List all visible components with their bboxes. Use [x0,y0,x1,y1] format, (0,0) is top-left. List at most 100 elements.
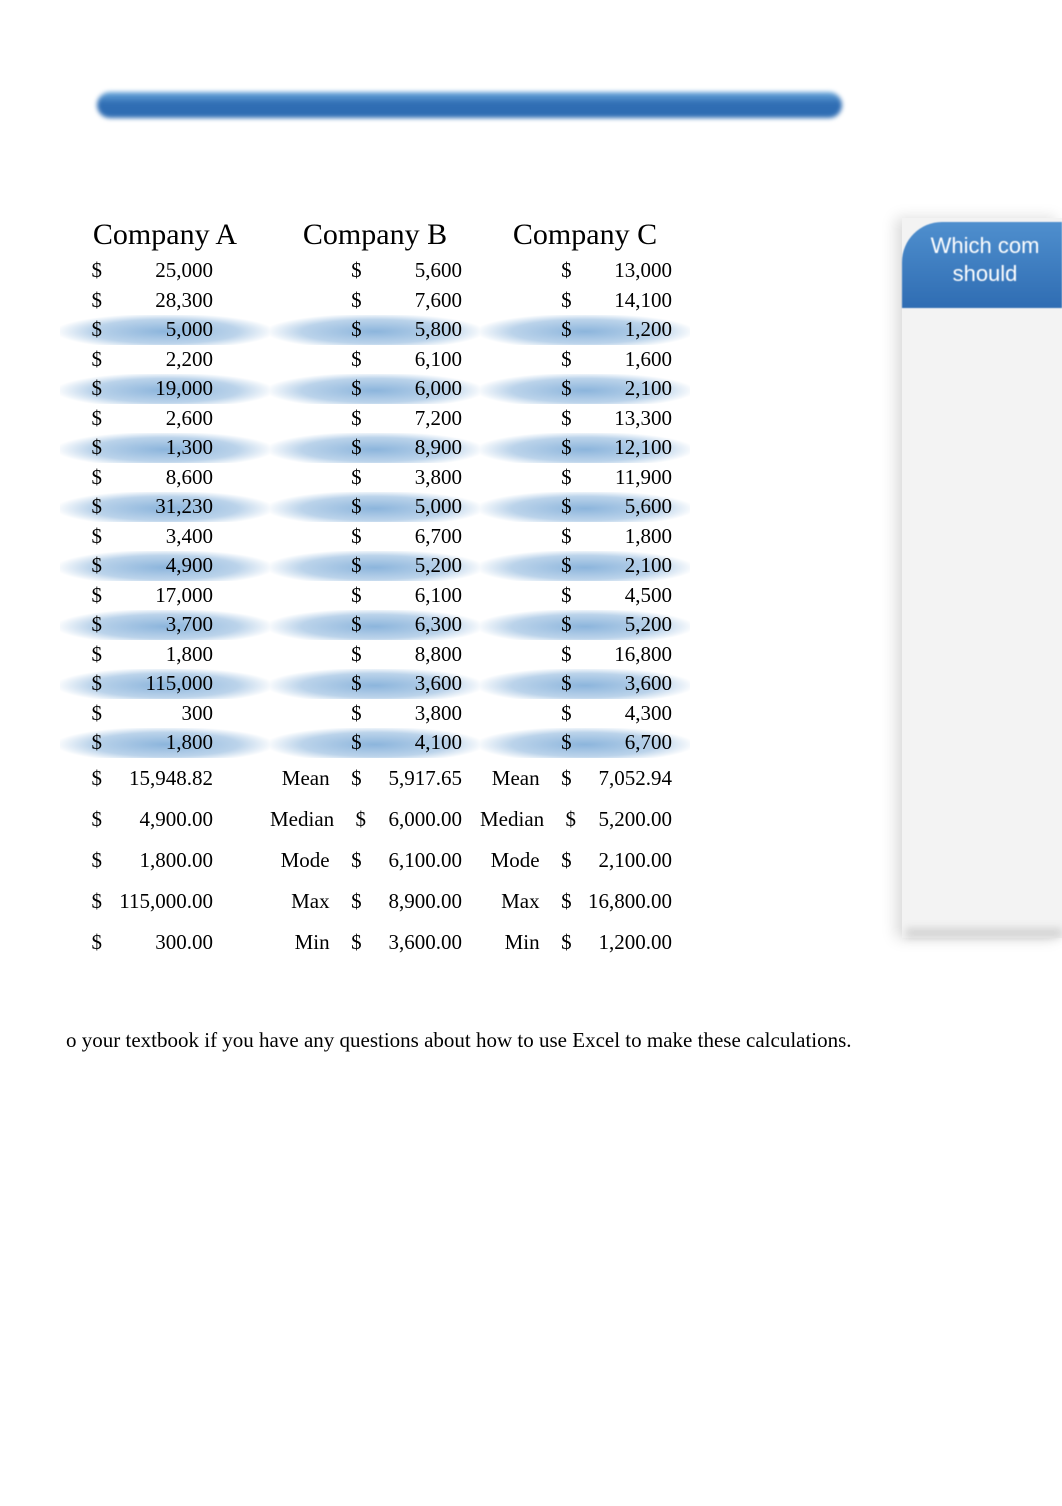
table-row: $5,800 [270,315,480,345]
currency-cell: $1,200.00 [546,930,690,955]
currency-cell: $5,200.00 [550,807,690,832]
stat-row: Mean$5,917.65 [270,758,480,799]
cell-value: 6,100 [366,583,480,608]
cell-value: 8,800 [366,642,480,667]
table-row: $6,100 [270,345,480,375]
currency-cell: $3,800 [336,465,480,490]
cell-value: 13,300 [576,406,690,431]
currency-symbol: $ [546,642,576,667]
table-row: $13,000 [480,256,690,286]
table-row: $4,900 [60,551,270,581]
cell-value: 4,100 [366,730,480,755]
table-row: $2,100 [480,551,690,581]
cell-value: 8,900 [366,435,480,460]
company-column: Company C$13,000$14,100$1,200$1,600$2,10… [480,218,690,963]
currency-symbol: $ [336,288,366,313]
cell-value: 7,200 [366,406,480,431]
stat-row: Min$3,600.00 [270,922,480,963]
currency-cell: $1,800 [76,730,231,755]
currency-symbol: $ [76,701,106,726]
cell-value: 5,800 [366,317,480,342]
cell-value: 6,100 [366,347,480,372]
cell-value: 1,200.00 [576,930,690,955]
currency-cell: $31,230 [76,494,231,519]
stat-row: $4,900.00 [60,799,270,840]
cell-value: 19,000 [106,376,231,401]
table-row: $3,800 [270,699,480,729]
currency-symbol: $ [546,288,576,313]
currency-symbol: $ [76,494,106,519]
currency-symbol: $ [336,612,366,637]
currency-symbol: $ [76,288,106,313]
currency-symbol: $ [336,317,366,342]
cell-value: 300 [106,701,231,726]
currency-symbol: $ [546,494,576,519]
currency-cell: $7,200 [336,406,480,431]
cell-value: 7,600 [366,288,480,313]
cell-value: 11,900 [576,465,690,490]
currency-symbol: $ [546,848,576,873]
table-row: $14,100 [480,286,690,316]
stat-row: Median$6,000.00 [270,799,480,840]
currency-cell: $28,300 [76,288,231,313]
table-row: $1,200 [480,315,690,345]
footer-text: o your textbook if you have any question… [66,1028,852,1053]
currency-symbol: $ [546,730,576,755]
currency-symbol: $ [336,435,366,460]
currency-symbol: $ [546,435,576,460]
table-row: $300 [60,699,270,729]
currency-cell: $2,100.00 [546,848,690,873]
currency-symbol: $ [76,435,106,460]
currency-symbol: $ [336,701,366,726]
currency-symbol: $ [550,807,580,832]
currency-symbol: $ [76,524,106,549]
cell-value: 6,700 [576,730,690,755]
currency-cell: $16,800.00 [546,889,690,914]
currency-cell: $5,600 [546,494,690,519]
table-row: $25,000 [60,256,270,286]
cell-value: 1,200 [576,317,690,342]
stat-row: Mode$6,100.00 [270,840,480,881]
cell-value: 8,900.00 [366,889,480,914]
table-row: $1,600 [480,345,690,375]
table-row: $4,300 [480,699,690,729]
side-panel-header: Which com should [902,222,1062,308]
currency-cell: $17,000 [76,583,231,608]
currency-cell: $3,600 [546,671,690,696]
currency-cell: $13,300 [546,406,690,431]
table-row: $6,300 [270,610,480,640]
currency-cell: $2,200 [76,347,231,372]
cell-value: 25,000 [106,258,231,283]
cell-value: 3,800 [366,465,480,490]
table-row: $6,100 [270,581,480,611]
cell-value: 14,100 [576,288,690,313]
table-row: $2,200 [60,345,270,375]
side-panel [902,218,1062,938]
cell-value: 12,100 [576,435,690,460]
cell-value: 4,500 [576,583,690,608]
currency-cell: $300 [76,701,231,726]
stat-label: Min [480,930,546,955]
cell-value: 31,230 [106,494,231,519]
stat-row: $15,948.82 [60,758,270,799]
table-row: $1,800 [60,728,270,758]
table-row: $3,700 [60,610,270,640]
currency-cell: $1,800.00 [76,848,231,873]
table-row: $5,000 [60,315,270,345]
cell-value: 3,600.00 [366,930,480,955]
cell-value: 6,100.00 [366,848,480,873]
cell-value: 16,800.00 [576,889,690,914]
table-row: $19,000 [60,374,270,404]
currency-symbol: $ [76,848,106,873]
cell-value: 1,800.00 [106,848,231,873]
currency-cell: $8,900 [336,435,480,460]
stat-row: Max$8,900.00 [270,881,480,922]
cell-value: 2,200 [106,347,231,372]
currency-symbol: $ [336,671,366,696]
currency-symbol: $ [546,553,576,578]
cell-value: 6,000 [366,376,480,401]
currency-cell: $6,100.00 [336,848,480,873]
cell-value: 15,948.82 [106,766,231,791]
stat-label: Mode [270,848,336,873]
cell-value: 5,000 [106,317,231,342]
